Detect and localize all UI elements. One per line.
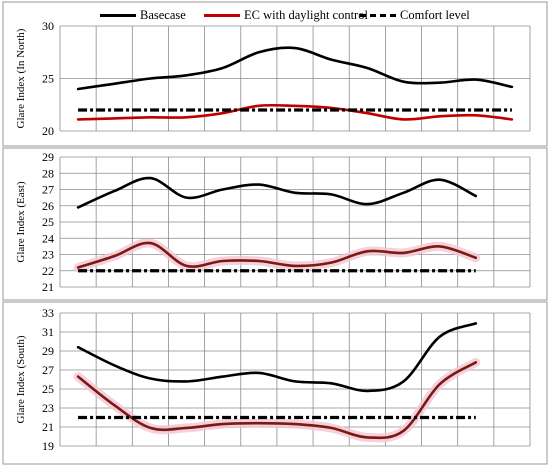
y-tick-label: 21 [42, 280, 54, 294]
legend-label: Comfort level [400, 8, 470, 23]
legend-label: EC with daylight control [244, 8, 368, 23]
y-tick-label: 26 [42, 199, 54, 213]
y-tick-label: 31 [42, 325, 54, 339]
legend-swatch-ec [204, 14, 240, 17]
y-tick-label: 29 [42, 150, 54, 164]
y-tick-label: 21 [42, 420, 54, 434]
panel-border [3, 148, 547, 300]
y-tick-label: 28 [42, 166, 54, 180]
y-tick-label: 20 [42, 124, 54, 138]
legend-swatch-comfort [360, 14, 396, 17]
y-axis-label: Glare Index (In North) [15, 28, 27, 128]
legend-label: Basecase [140, 8, 186, 23]
y-tick-label: 22 [42, 264, 54, 278]
y-tick-label: 24 [42, 231, 54, 245]
y-tick-label: 29 [42, 344, 54, 358]
legend-item-basecase: Basecase [100, 7, 186, 23]
legend: Basecase EC with daylight control Comfor… [0, 4, 550, 26]
y-tick-label: 27 [42, 183, 54, 197]
chart-panel-2: 21 22 23 24 25 26 27 28 29 Glare Index (East) [3, 148, 547, 300]
y-tick-label: 19 [42, 439, 54, 453]
y-tick-label: 23 [42, 248, 54, 262]
y-tick-label: 27 [42, 363, 54, 377]
y-tick-label: 23 [42, 401, 54, 415]
legend-item-ec: EC with daylight control [204, 7, 368, 23]
y-tick-label: 25 [42, 215, 54, 229]
legend-item-comfort: Comfort level [360, 7, 470, 23]
y-tick-label: 33 [42, 306, 54, 320]
y-tick-label: 25 [42, 72, 54, 86]
y-axis-label: Glare Index (South) [15, 335, 27, 423]
chart-panel-3: 19 21 23 25 27 29 31 33 Glare Index (South) [3, 302, 547, 464]
y-axis-label: Glare Index (East) [15, 181, 27, 263]
y-tick-label: 25 [42, 382, 54, 396]
legend-swatch-basecase [100, 14, 136, 17]
